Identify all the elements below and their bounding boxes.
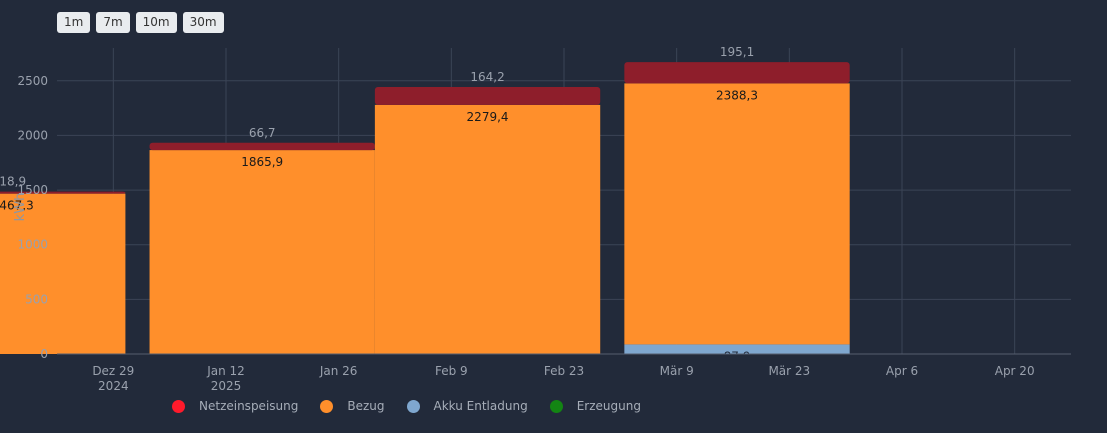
- legend: Netzeinspeisung Bezug Akku Entladung Erz…: [172, 399, 641, 413]
- legend-swatch-bezug: [320, 399, 334, 413]
- legend-item-erzeugung[interactable]: Erzeugung: [549, 399, 641, 413]
- bar-segment-bezug[interactable]: [0, 193, 126, 354]
- x-tick-label: Jan 26: [319, 364, 358, 378]
- y-axis-title: kWh: [13, 193, 28, 222]
- range-selector: 1m 7m 10m 30m: [57, 12, 224, 33]
- data-label-bezug: 1865,9: [241, 155, 283, 169]
- legend-item-netzeinspeisung[interactable]: Netzeinspeisung: [172, 399, 298, 413]
- x-tick-label: Mär 9: [660, 364, 694, 378]
- range-button-10m[interactable]: 10m: [135, 12, 177, 33]
- legend-swatch-akku-entladung: [406, 399, 420, 413]
- x-tick-label: Dez 29: [92, 364, 134, 378]
- x-tick-label: Feb 9: [435, 364, 468, 378]
- bar-segment-netzeinspeisung[interactable]: [149, 142, 375, 151]
- bars: [0, 62, 850, 355]
- bar-segment-bezug[interactable]: [149, 150, 375, 354]
- y-tick-label: 2500: [17, 74, 48, 88]
- legend-label-bezug: Bezug: [347, 399, 385, 413]
- legend-swatch-netzeinspeisung: [172, 399, 185, 413]
- range-button-1m[interactable]: 1m: [57, 12, 91, 33]
- legend-label-erzeugung: Erzeugung: [576, 399, 641, 413]
- x-tick-label: Jan 12: [206, 364, 245, 378]
- legend-label-akku-entladung: Akku Entladung: [433, 399, 528, 413]
- data-label-bezug: 1467,3: [0, 199, 34, 213]
- y-tick-label: 500: [25, 292, 48, 306]
- bar-segment-bezug[interactable]: [624, 83, 850, 345]
- energy-bar-chart: 1467,3 18,9 1865,9 66,7 2279,4 164,2 87,9 2388,…: [0, 45, 1071, 393]
- x-tick-sublabel: 2025: [211, 379, 242, 393]
- data-label-akku-entladung: 87,9: [724, 349, 751, 363]
- legend-swatch-erzeugung: [549, 399, 563, 413]
- data-label-bezug: 2388,3: [716, 88, 758, 102]
- data-label-bezug: 2279,4: [467, 110, 509, 124]
- bar-segment-akku-entladung[interactable]: [624, 344, 850, 354]
- y-tick-label: 1500: [17, 183, 48, 197]
- data-label-netzeinspeisung: 66,7: [249, 126, 276, 140]
- x-tick-sublabel: 2024: [98, 379, 129, 393]
- bar-segment-netzeinspeisung[interactable]: [624, 62, 850, 84]
- data-label-netzeinspeisung: 18,9: [0, 175, 26, 189]
- x-tick-label: Feb 23: [544, 364, 584, 378]
- data-labels: 1467,3 18,9 1865,9 66,7 2279,4 164,2 87,9 2388,…: [0, 45, 758, 363]
- bar-segment-netzeinspeisung[interactable]: [0, 191, 126, 194]
- data-label-netzeinspeisung: 164,2: [470, 70, 504, 84]
- y-tick-label: 0: [40, 347, 48, 361]
- bar-segment-bezug[interactable]: [374, 104, 601, 355]
- x-tick-label: Apr 20: [995, 364, 1035, 378]
- x-tick-label: Apr 6: [886, 364, 918, 378]
- y-tick-label: 2000: [17, 128, 48, 142]
- range-button-7m[interactable]: 7m: [96, 12, 130, 33]
- y-tick-label: 1000: [17, 238, 48, 252]
- legend-label-netzeinspeisung: Netzeinspeisung: [199, 399, 299, 413]
- legend-item-bezug[interactable]: Bezug: [320, 399, 385, 413]
- range-button-30m[interactable]: 30m: [182, 12, 224, 33]
- x-tick-label: Mär 23: [768, 364, 810, 378]
- bar-segment-netzeinspeisung[interactable]: [374, 86, 601, 105]
- data-label-netzeinspeisung: 195,1: [720, 45, 754, 59]
- legend-item-akku-entladung[interactable]: Akku Entladung: [406, 399, 528, 413]
